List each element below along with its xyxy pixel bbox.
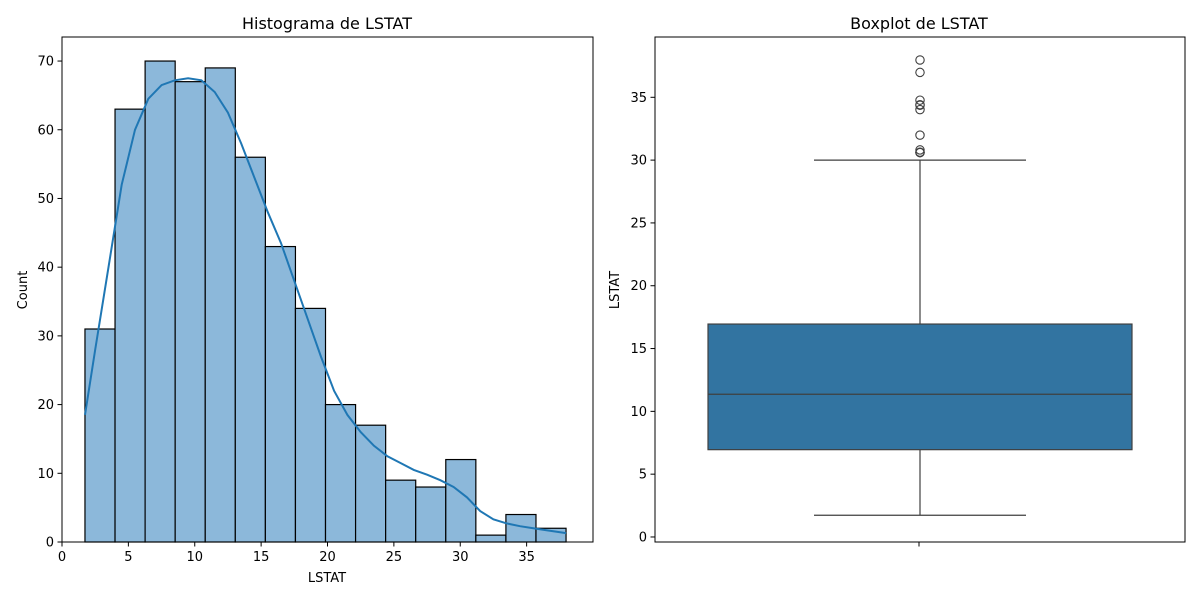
boxplot-panel: Boxplot de LSTAT 0 5 10 15 20 25 30 35 LSTAT (608, 14, 1186, 547)
histogram-bar (354, 424, 387, 543)
outlier-point (915, 104, 925, 115)
outlier-point (915, 145, 925, 155)
outlier-point (915, 130, 925, 140)
histogram-plot-frame (61, 36, 594, 543)
y-tick-label: 10 (37, 467, 54, 482)
histogram-bar (114, 108, 146, 543)
boxplot-y-axis-label: LSTAT (608, 271, 623, 309)
y-tick-label: 40 (37, 261, 54, 276)
y-tick-label: 10 (630, 405, 647, 420)
histogram-bar (84, 328, 116, 543)
y-tick-label: 25 (630, 216, 647, 231)
histogram-bar (324, 403, 357, 543)
x-tick-label: 20 (319, 550, 336, 565)
histogram-bar (234, 156, 266, 543)
boxplot-plot-frame (654, 36, 1186, 543)
outlier-point (915, 55, 925, 65)
x-tick-label: 15 (253, 550, 270, 565)
y-tick-label: 0 (639, 530, 647, 545)
outlier-point (915, 147, 925, 157)
kde-line (84, 77, 567, 535)
y-tick-label: 50 (37, 192, 54, 207)
boxplot-title: Boxplot de LSTAT (850, 14, 988, 33)
histogram-x-ticks: 0 5 10 15 20 25 30 35 (58, 542, 535, 565)
histogram-bar (174, 81, 206, 543)
y-tick-label: 35 (630, 91, 647, 106)
x-tick-label: 10 (186, 550, 203, 565)
histogram-title: Histograma de LSTAT (242, 14, 412, 33)
outlier-point (915, 67, 925, 78)
histogram-bars (84, 60, 567, 543)
box-iqr (707, 323, 1133, 451)
y-tick-label: 15 (630, 342, 647, 357)
y-tick-label: 30 (630, 154, 647, 169)
histogram-bar (144, 60, 176, 543)
x-tick-label: 30 (452, 550, 469, 565)
histogram-panel: Histograma de LSTAT 0 5 10 15 20 25 30 35 0 10 20… (16, 14, 594, 586)
histogram-y-axis-label: Count (16, 271, 31, 310)
y-tick-label: 5 (639, 468, 647, 483)
boxplot-elements (707, 55, 1133, 516)
histogram-bar (385, 479, 417, 543)
y-tick-label: 20 (37, 398, 54, 413)
histogram-bar (294, 307, 327, 543)
histogram-bar (475, 534, 507, 543)
x-tick-label: 25 (386, 550, 403, 565)
y-tick-label: 0 (46, 536, 54, 551)
histogram-x-axis-label: LSTAT (308, 571, 346, 586)
y-tick-label: 30 (37, 329, 54, 344)
x-tick-label: 0 (58, 550, 66, 565)
outlier-point (915, 99, 925, 110)
x-tick-label: 5 (124, 550, 132, 565)
histogram-bar (264, 245, 297, 543)
outlier-point (915, 95, 925, 105)
histogram-bar (204, 67, 236, 543)
histogram-y-ticks: 0 10 20 30 40 50 60 70 (37, 55, 62, 551)
y-tick-label: 20 (630, 279, 647, 294)
x-tick-label: 35 (518, 550, 535, 565)
y-tick-label: 70 (37, 55, 54, 70)
boxplot-y-ticks: 0 5 10 15 20 25 30 35 (630, 91, 655, 545)
histogram-bar (415, 486, 447, 543)
y-tick-label: 60 (37, 123, 54, 138)
